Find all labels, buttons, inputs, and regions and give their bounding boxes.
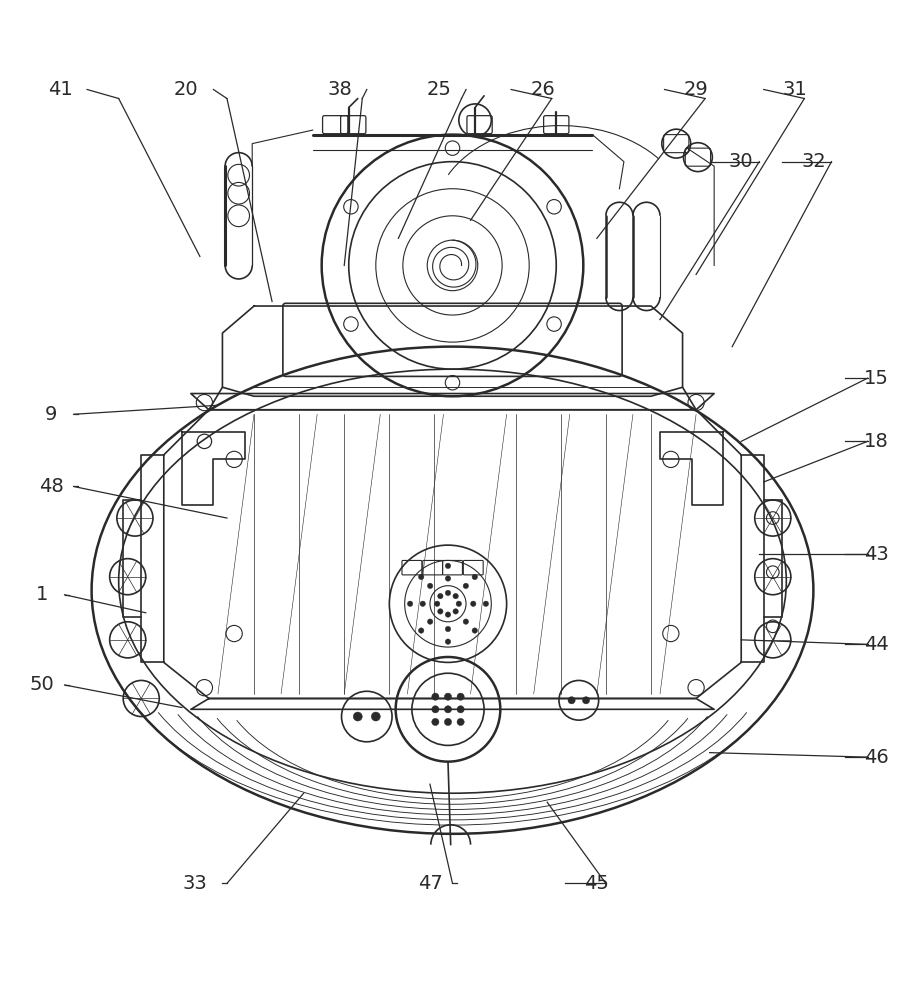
Text: 1: 1 [36,585,48,604]
Text: 50: 50 [30,675,54,694]
Text: 25: 25 [426,80,452,99]
Text: 46: 46 [864,748,889,767]
Circle shape [418,628,424,633]
Circle shape [568,697,576,704]
Text: 29: 29 [683,80,709,99]
Circle shape [432,693,439,700]
Circle shape [472,628,478,633]
Text: 32: 32 [801,152,825,171]
Text: 41: 41 [48,80,72,99]
Text: 47: 47 [417,874,443,893]
Text: 38: 38 [328,80,352,99]
Circle shape [444,718,452,726]
Text: 9: 9 [45,405,57,424]
Circle shape [445,563,451,569]
Text: 20: 20 [174,80,199,99]
Circle shape [472,574,478,580]
Circle shape [432,718,439,726]
Circle shape [371,712,380,721]
Circle shape [463,583,469,589]
Text: 31: 31 [783,80,808,99]
Text: 26: 26 [530,80,555,99]
Circle shape [432,706,439,713]
Circle shape [471,601,476,606]
Circle shape [445,626,451,632]
Circle shape [463,619,469,624]
Text: 30: 30 [729,152,754,171]
Circle shape [445,612,451,617]
Circle shape [444,706,452,713]
Circle shape [444,693,452,700]
Circle shape [438,609,443,614]
Circle shape [445,576,451,581]
Circle shape [407,601,413,606]
Circle shape [353,712,362,721]
Text: 43: 43 [864,545,889,564]
Text: 45: 45 [585,874,609,893]
Text: 18: 18 [864,432,889,451]
Circle shape [456,601,462,606]
Circle shape [418,574,424,580]
Circle shape [445,639,451,644]
Circle shape [427,583,433,589]
Circle shape [583,697,590,704]
Circle shape [457,718,464,726]
Text: 48: 48 [39,477,63,496]
Text: 33: 33 [183,874,208,893]
Text: 44: 44 [864,635,889,654]
Circle shape [457,706,464,713]
Circle shape [434,601,440,606]
Circle shape [427,619,433,624]
Circle shape [452,593,458,599]
Circle shape [420,601,425,606]
Circle shape [445,590,451,596]
Circle shape [483,601,489,606]
Circle shape [457,693,464,700]
Circle shape [438,593,443,599]
Text: 15: 15 [864,369,889,388]
Circle shape [452,609,458,614]
